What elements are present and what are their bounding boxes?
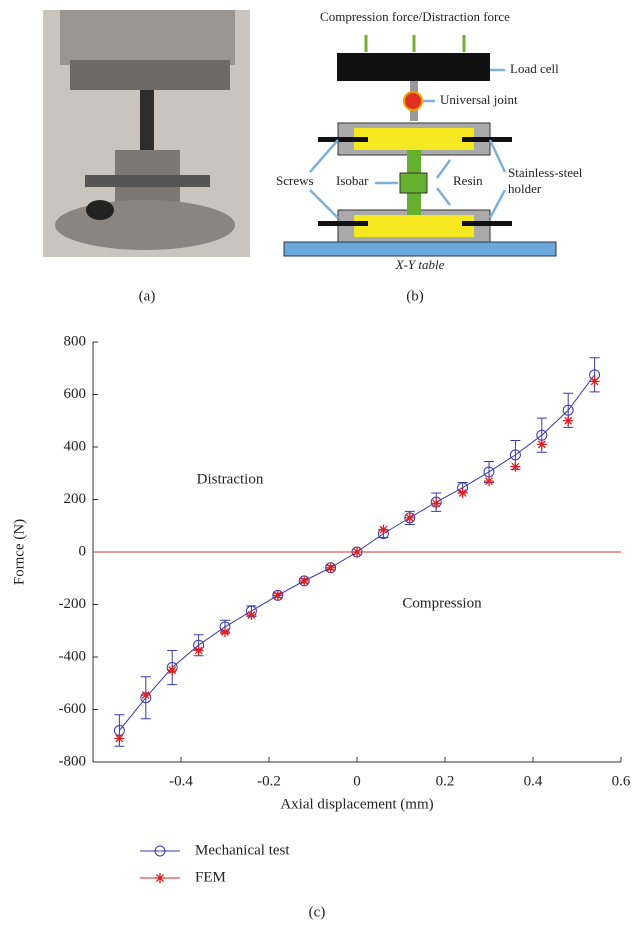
x-tick-label: 0.2 xyxy=(436,773,455,789)
point xyxy=(509,449,521,461)
y-tick-label: 200 xyxy=(64,491,87,507)
x-axis-label: Axial displacement (mm) xyxy=(280,796,433,812)
legend-label: Mechanical test xyxy=(195,842,290,858)
diagram-label: holder xyxy=(508,181,542,196)
y-tick-label: 800 xyxy=(64,333,87,349)
diagram-label: Load cell xyxy=(510,61,559,76)
error-bar xyxy=(589,357,600,393)
x-tick-label: -0.4 xyxy=(169,773,193,789)
y-tick-label: -600 xyxy=(59,701,87,717)
y-tick-label: -200 xyxy=(59,596,87,612)
annotation: Distraction xyxy=(197,471,264,487)
x-tick-label: 0.6 xyxy=(612,773,631,789)
point xyxy=(140,690,151,701)
diagram-label: Stainless-steel xyxy=(508,165,583,180)
x-tick-label: 0 xyxy=(353,773,361,789)
point xyxy=(484,476,494,487)
point xyxy=(193,645,204,656)
y-axis-label: Fornce (N) xyxy=(11,519,27,585)
diagram-label: Screws xyxy=(276,173,314,188)
point xyxy=(246,610,257,620)
panel-label: (b) xyxy=(406,288,424,304)
point xyxy=(510,461,521,472)
point xyxy=(536,439,547,450)
legend-label: FEM xyxy=(195,869,226,885)
x-tick-label: 0.4 xyxy=(524,773,543,789)
photo xyxy=(43,10,250,257)
point xyxy=(589,376,600,387)
legend-marker xyxy=(155,873,165,883)
y-tick-label: -800 xyxy=(59,753,87,769)
y-tick-label: -400 xyxy=(59,648,87,664)
panel-label: (a) xyxy=(139,288,156,304)
point xyxy=(220,627,230,638)
point xyxy=(114,733,125,744)
point xyxy=(299,575,310,586)
point xyxy=(562,404,574,416)
diagram-label: Resin xyxy=(453,173,483,188)
y-tick-label: 600 xyxy=(64,386,87,402)
annotation: Compression xyxy=(402,595,482,611)
diagram-label: X-Y table xyxy=(395,257,445,272)
y-tick-label: 0 xyxy=(79,543,87,559)
panel-label: (c) xyxy=(309,904,326,920)
diagram-label: Compression force/Distraction force xyxy=(320,9,510,24)
point xyxy=(563,415,574,426)
point xyxy=(352,547,362,557)
x-tick-label: -0.2 xyxy=(257,773,281,789)
point xyxy=(167,665,178,676)
point xyxy=(431,498,442,509)
point xyxy=(457,487,468,498)
diagram: Compression force/Distraction force Load… xyxy=(276,9,583,272)
point xyxy=(272,590,283,601)
y-tick-label: 400 xyxy=(64,438,87,454)
diagram-label: Universal joint xyxy=(440,92,518,107)
legend-marker xyxy=(154,845,166,857)
point xyxy=(378,524,389,535)
point xyxy=(404,512,415,523)
diagram-label: Isobar xyxy=(336,173,369,188)
point xyxy=(325,562,336,573)
